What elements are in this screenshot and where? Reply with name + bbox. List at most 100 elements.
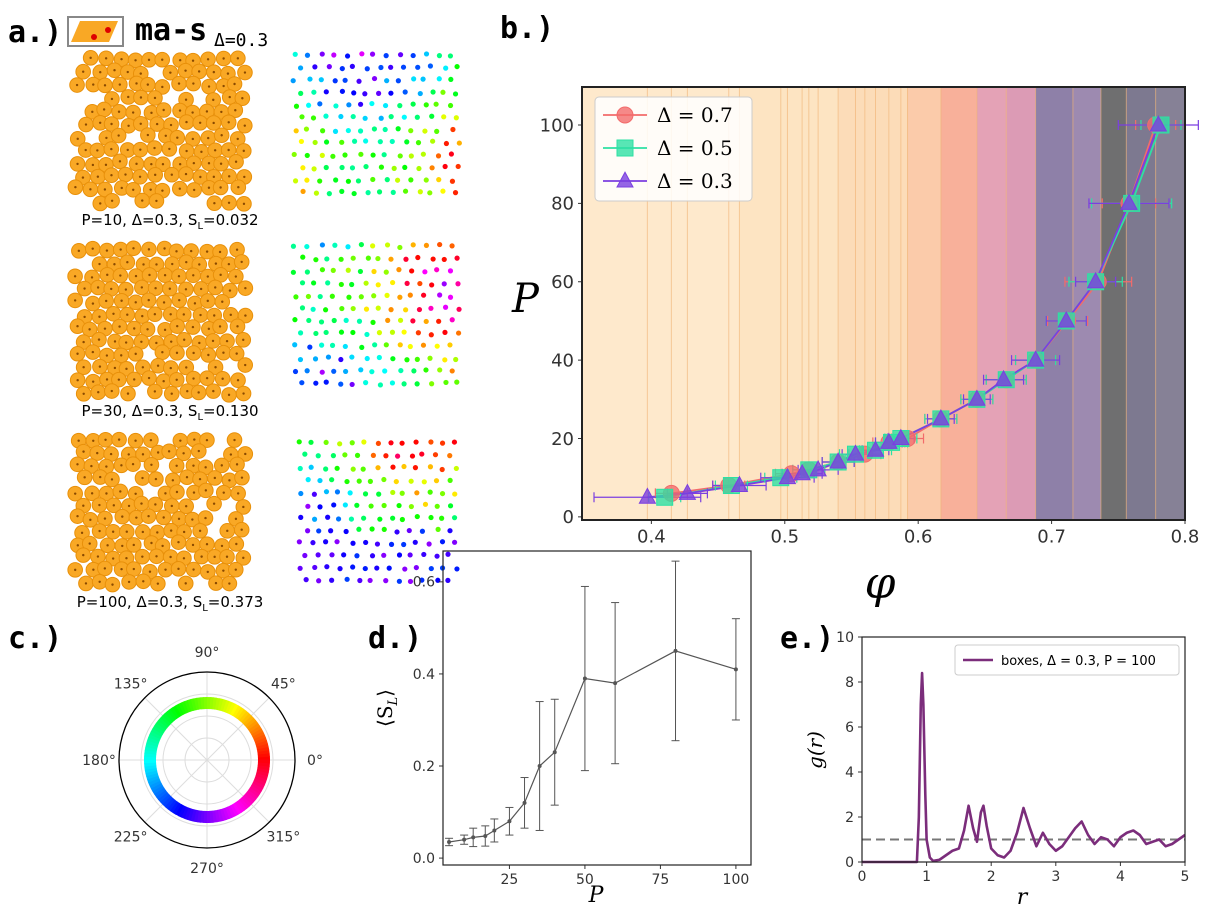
particle-center — [155, 199, 158, 203]
point — [522, 800, 527, 805]
particle-center — [154, 477, 158, 481]
particle-center — [76, 352, 79, 355]
bond-dot — [388, 114, 394, 120]
particle-center — [185, 260, 188, 264]
bond-dot — [390, 464, 396, 470]
bond-dot — [323, 329, 329, 336]
x-tick-label: 100 — [723, 872, 750, 888]
angle-label: 90° — [195, 645, 220, 661]
legend-box — [594, 96, 753, 202]
bond-dot — [308, 464, 314, 470]
y-tick-label: 4 — [845, 765, 854, 781]
particle-center — [139, 148, 142, 151]
bond-dot — [376, 189, 383, 195]
hue-segment — [147, 734, 161, 743]
particle-center — [81, 70, 85, 73]
bond-dot — [358, 241, 364, 248]
panel-label: e.) — [780, 621, 834, 656]
bond-dot — [381, 552, 387, 558]
particle-center — [103, 188, 107, 191]
marker — [829, 452, 847, 469]
bond-dot — [307, 344, 313, 350]
particle-center — [121, 544, 124, 548]
particle-center — [147, 376, 151, 380]
hue-segment — [164, 797, 176, 810]
particle-center — [198, 263, 201, 266]
particle-center — [229, 453, 233, 456]
bond-dot — [304, 177, 310, 183]
point — [613, 681, 618, 686]
bond-dot — [409, 268, 415, 274]
particle-center — [213, 149, 217, 152]
hue-segment — [255, 772, 268, 780]
bond-dot — [369, 369, 375, 375]
bond-dot — [364, 331, 370, 338]
bond-dot — [397, 317, 404, 323]
bond-dot — [427, 489, 433, 495]
bond-dot — [434, 267, 440, 273]
bond-dot — [292, 317, 298, 323]
bond-dot — [310, 540, 316, 546]
particle-center — [184, 288, 188, 291]
particle-center — [220, 110, 223, 114]
particle-center — [164, 134, 167, 137]
particle-center — [244, 286, 247, 290]
bond-dot — [298, 490, 304, 497]
bond-dot — [383, 269, 389, 275]
hue-segment — [172, 802, 182, 815]
bond-dot — [292, 342, 298, 348]
x-tick-label: 1 — [922, 869, 931, 885]
bond-dot — [429, 165, 435, 171]
bond-dot — [361, 439, 367, 445]
bond-dot — [369, 51, 376, 57]
bond-dot — [355, 178, 362, 184]
bond-dot — [322, 307, 329, 313]
bond-dot — [434, 343, 440, 349]
marker — [638, 487, 657, 504]
bond-dot — [411, 76, 417, 82]
bond-dot — [394, 177, 401, 183]
particle-center — [126, 148, 129, 152]
bond-dot — [363, 539, 369, 546]
bond-dot — [397, 244, 403, 251]
bond-dot — [447, 102, 454, 109]
bond-dot — [312, 356, 319, 362]
particle-center — [192, 377, 195, 380]
hue-segment — [146, 740, 159, 748]
y-tick-label: 10 — [836, 630, 854, 646]
particle-center — [171, 262, 174, 266]
hue-segment — [232, 705, 242, 718]
particle-center — [76, 544, 79, 547]
particle-center — [117, 110, 121, 113]
particle-center — [170, 392, 173, 395]
particle-center — [205, 542, 209, 546]
bond-dot — [371, 268, 377, 275]
bond-dot — [428, 565, 434, 572]
bond-dot — [328, 528, 334, 534]
bond-dot — [360, 466, 366, 472]
bond-dot — [399, 516, 405, 523]
point — [483, 833, 488, 838]
hue-segment — [252, 730, 265, 740]
particle-center — [161, 85, 164, 89]
particle-center — [105, 465, 108, 468]
bond-dot — [397, 294, 403, 300]
hue-segment — [225, 806, 234, 819]
particle-center — [112, 504, 116, 507]
bond-dot — [350, 255, 356, 261]
particle-center — [146, 133, 150, 137]
particle-center — [113, 340, 117, 343]
hue-segment — [232, 802, 242, 815]
particle-center — [235, 463, 239, 466]
bond-dot — [292, 51, 298, 57]
bond-dot — [325, 514, 331, 520]
particle-center — [175, 490, 179, 494]
hue-segment — [144, 753, 157, 758]
particle-center — [236, 57, 240, 60]
bond-dot — [350, 466, 356, 472]
bond-dot — [410, 242, 416, 248]
particle-center — [118, 325, 121, 328]
particle-center — [83, 315, 86, 319]
particle-center — [105, 492, 108, 495]
particle-center — [235, 352, 238, 355]
